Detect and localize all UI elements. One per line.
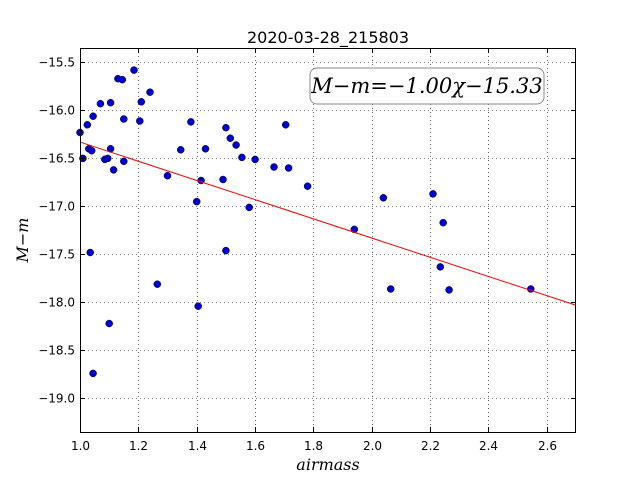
data-point [176,146,185,154]
data-point [238,153,246,162]
data-point [284,164,293,172]
y-tick-label: −19.0 [38,392,75,406]
data-point [118,75,127,84]
tick-labels: 1.0 1.2 1.4 1.6 1.8 2.0 2.2 2.4 2.6 −15.5 −16.0 −16… [38,56,557,454]
x-tick-label: 1.4 [188,439,207,453]
data-point [219,175,227,184]
data-point [192,197,201,206]
x-tick-label: 1.2 [129,439,148,453]
x-tick-label: 2.6 [538,439,557,453]
data-point [120,115,128,123]
data-point [281,121,290,129]
data-point [194,302,202,310]
data-point [226,134,235,142]
data-point [232,141,240,149]
data-point [270,163,278,171]
x-tick-label: 1.6 [246,439,265,453]
data-point [163,171,172,180]
y-tick-label: −17.5 [38,248,75,262]
x-tick-label: 1.8 [304,439,323,453]
data-point [429,190,437,198]
x-tick-label: 1.0 [71,439,90,453]
y-tick-label: −16.0 [38,104,75,118]
fit-line [79,141,577,306]
y-tick-label: −18.0 [38,296,75,310]
x-tick-label: 2.0 [363,439,382,453]
data-point [137,98,146,106]
data-point [105,319,113,328]
data-point [386,285,395,293]
data-point [89,112,97,120]
data-point [96,99,105,108]
data-point [303,182,312,190]
data-point [89,369,97,378]
annotation-text: M−m=−1.00χ−15.33 [310,74,542,98]
fit-annotation: M−m=−1.00χ−15.33 [309,67,545,105]
data-point [146,88,154,96]
chart-title: 2020-03-28_215803 [247,28,409,48]
data-point [136,117,144,125]
data-point [109,166,118,174]
data-point [245,203,253,212]
data-point [251,155,259,164]
data-point [106,98,115,107]
x-tick-label: 2.2 [421,439,440,453]
data-point [439,218,447,227]
data-point [222,246,230,255]
data-point [83,121,92,129]
axis-ticks [80,48,576,432]
y-tick-label: −18.5 [38,344,75,358]
data-point [86,248,94,257]
x-tick-label: 2.4 [479,439,498,453]
data-point [445,286,453,294]
data-point [130,66,138,74]
data-point [87,146,96,155]
grid-lines [80,48,576,432]
data-point [436,263,445,271]
plot-frame [80,48,576,433]
data-point [222,123,230,132]
data-point [350,225,359,234]
data-point [187,118,195,126]
data-point [201,145,210,153]
data-point [120,157,128,166]
y-tick-label: −16.5 [38,152,75,166]
x-axis-label: airmass [296,455,359,474]
y-tick-label: −15.5 [38,56,75,70]
y-tick-label: −17.0 [38,200,75,214]
annotation-box [309,67,545,105]
data-point [153,280,162,288]
data-point [103,154,112,163]
y-axis-label: M−m [13,218,32,264]
data-point [379,194,388,202]
